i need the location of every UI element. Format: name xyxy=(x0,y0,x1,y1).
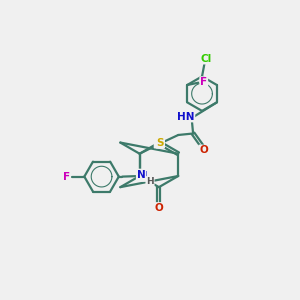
Text: N: N xyxy=(137,169,146,179)
Text: F: F xyxy=(63,172,70,182)
Text: Cl: Cl xyxy=(200,54,211,64)
Text: H: H xyxy=(146,177,154,186)
Text: F: F xyxy=(200,77,207,87)
Text: O: O xyxy=(199,146,208,155)
Text: N: N xyxy=(154,138,163,148)
Text: N: N xyxy=(139,171,148,181)
Text: HN: HN xyxy=(177,112,194,122)
Text: O: O xyxy=(154,203,163,213)
Text: S: S xyxy=(157,138,164,148)
